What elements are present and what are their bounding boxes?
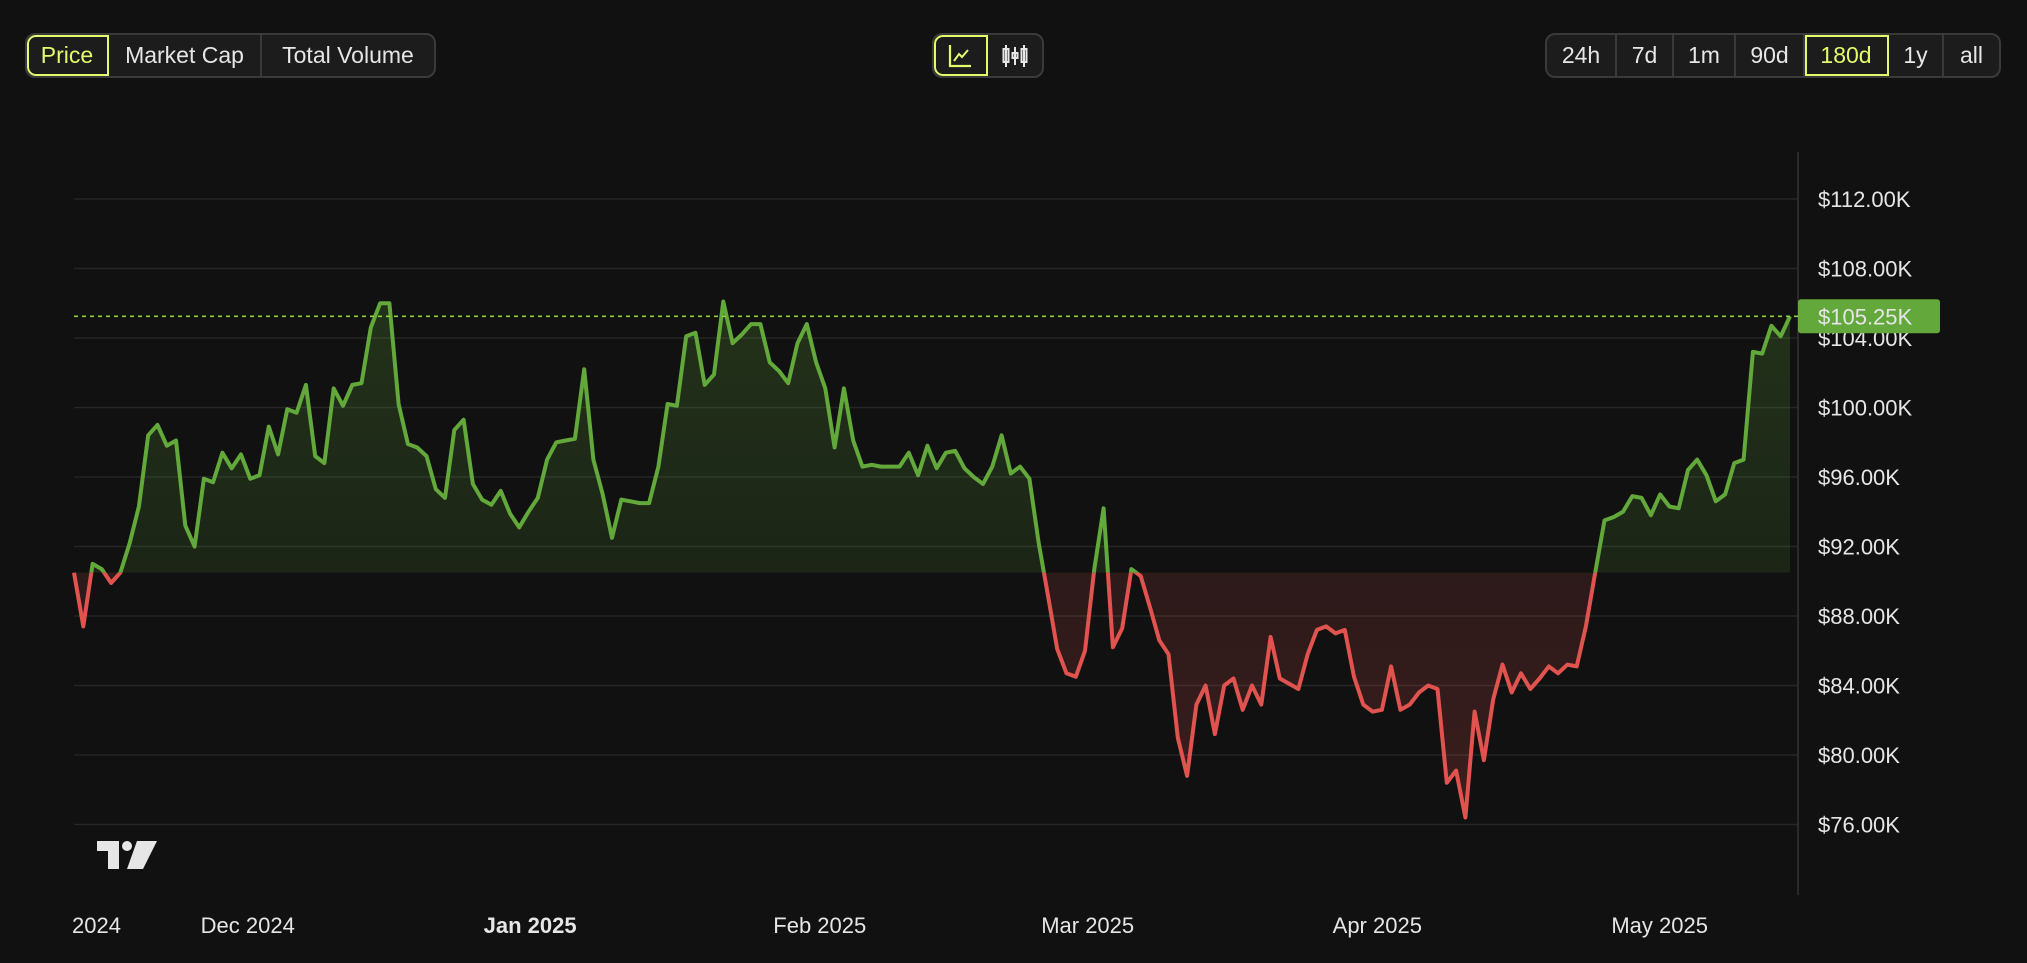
area-above-baseline: [91, 301, 1790, 573]
x-tick-label: 2024: [72, 913, 121, 938]
y-tick-label: $100.00K: [1818, 396, 1913, 421]
line-chart-button[interactable]: [934, 35, 988, 76]
current-price-badge: $105.25K: [1798, 299, 1940, 334]
price-line-down: [72, 572, 1598, 820]
x-tick-label: May 2025: [1611, 913, 1708, 938]
line-chart-icon: [948, 44, 971, 67]
y-tick-label: $76.00K: [1818, 813, 1900, 838]
area-below-baseline: [74, 572, 1790, 818]
tab-market-cap[interactable]: Market Cap: [109, 35, 262, 76]
y-tick-label: $108.00K: [1818, 257, 1913, 282]
tab-price[interactable]: Price: [27, 35, 109, 76]
range-24h[interactable]: 24h: [1547, 35, 1617, 76]
tradingview-logo: [97, 841, 157, 869]
range-7d[interactable]: 7d: [1617, 35, 1674, 76]
price-line-up: [74, 299, 1792, 573]
range-90d[interactable]: 90d: [1736, 35, 1805, 76]
tab-total-volume[interactable]: Total Volume: [282, 42, 414, 68]
range-all[interactable]: all: [1959, 42, 1983, 68]
y-tick-label: $92.00K: [1818, 535, 1900, 560]
metric-tabs: Price Market Cap Total Volume: [25, 33, 436, 78]
x-tick-label: Apr 2025: [1333, 913, 1422, 938]
range-1m[interactable]: 1m: [1674, 35, 1736, 76]
x-tick-label: Feb 2025: [773, 913, 866, 938]
y-tick-label: $112.00K: [1818, 187, 1911, 212]
y-tick-label: $84.00K: [1818, 674, 1900, 699]
y-tick-label: $80.00K: [1818, 743, 1900, 768]
range-tabs: 24h 7d 1m 90d 180d 1y all: [1545, 33, 2001, 78]
x-tick-label: Dec 2024: [201, 913, 295, 938]
x-tick-label: Jan 2025: [484, 913, 577, 938]
y-tick-label: $88.00K: [1818, 604, 1900, 629]
range-180d[interactable]: 180d: [1805, 35, 1889, 76]
chart-type-toggle: [932, 33, 1044, 78]
current-price-label: $105.25K: [1818, 304, 1913, 329]
y-tick-label: $96.00K: [1818, 465, 1900, 490]
range-1y[interactable]: 1y: [1889, 35, 1944, 76]
candlestick-icon: [1002, 44, 1028, 67]
x-tick-label: Mar 2025: [1041, 913, 1134, 938]
candlestick-button[interactable]: [988, 35, 1042, 76]
